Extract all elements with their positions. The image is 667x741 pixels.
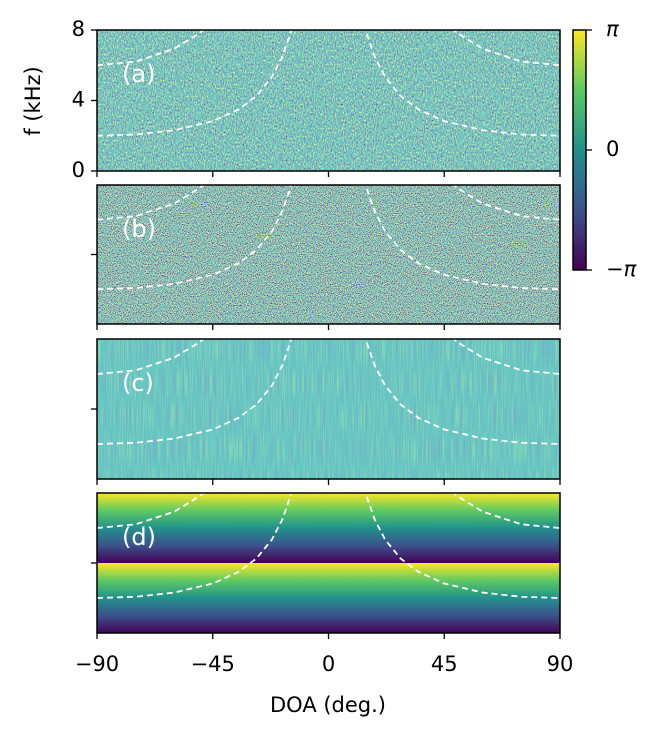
colorbar-tick-label: π (606, 17, 619, 41)
x-tick-label: −90 (75, 652, 119, 676)
boundary-curve (97, 493, 560, 529)
x-tick-label: −45 (191, 652, 235, 676)
boundary-curve (97, 339, 560, 445)
heatmap (97, 339, 560, 479)
x-tick-label: 90 (547, 652, 574, 676)
colorbar (573, 30, 586, 270)
panel-label: (b) (122, 215, 156, 243)
heatmap (97, 185, 560, 324)
boundary-curve (97, 493, 560, 599)
boundary-curves (97, 493, 560, 599)
boundary-curves (97, 339, 560, 445)
boundary-curves (97, 185, 560, 291)
panel-label: (d) (122, 523, 156, 551)
boundary-curve (97, 339, 560, 375)
panels: (a) 0 4 8 (b) (c) (d) −90 −45 0 45 90 (72, 17, 574, 676)
x-axis-label: DOA (deg.) (270, 693, 386, 717)
boundary-curve (97, 185, 560, 291)
x-tick-label: 45 (431, 652, 458, 676)
boundary-curve (97, 30, 560, 67)
boundary-curves (97, 30, 560, 137)
panel-label: (a) (122, 60, 155, 88)
boundary-curve (97, 30, 560, 137)
x-tick-label: 0 (322, 652, 335, 676)
y-tick-label: 8 (72, 17, 85, 41)
colorbar-tick-label: −π (606, 257, 637, 281)
y-tick-label: 4 (72, 88, 85, 112)
y-axis-label: f (kHz) (21, 66, 45, 135)
colorbar-tick-label: 0 (606, 137, 619, 161)
panel-label: (c) (122, 369, 154, 397)
heatmap (97, 493, 560, 633)
y-tick-label: 0 (72, 158, 85, 182)
boundary-curve (97, 185, 560, 221)
heatmap (97, 30, 560, 171)
